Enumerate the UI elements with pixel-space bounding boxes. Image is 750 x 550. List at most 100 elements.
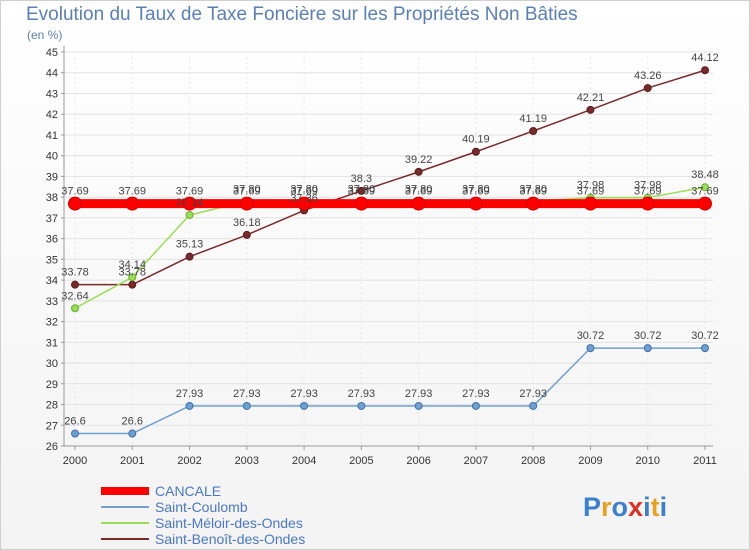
data-point — [586, 105, 595, 114]
data-label: 36.18 — [233, 217, 261, 229]
logo-letter: r — [601, 492, 612, 522]
y-tick-label: 42 — [46, 109, 58, 121]
logo-text: Proxiti — [583, 492, 667, 522]
data-label: 41.19 — [519, 113, 547, 125]
data-point — [701, 344, 709, 353]
data-point — [185, 401, 194, 410]
data-point — [414, 167, 423, 176]
y-tick-label: 45 — [46, 47, 58, 59]
data-label: 27.93 — [462, 388, 490, 400]
chart-title: Evolution du Taux de Taxe Foncière sur l… — [26, 4, 578, 25]
data-point — [357, 401, 366, 410]
data-point — [701, 183, 709, 192]
data-label: 38.3 — [351, 173, 372, 185]
logo-letter: t — [651, 492, 660, 522]
data-point — [471, 147, 480, 156]
data-label: 37.69 — [519, 186, 547, 198]
series-line — [75, 347, 705, 435]
legend-label: Saint-Coulomb — [155, 499, 248, 515]
data-label: 32.64 — [61, 290, 89, 302]
data-label: 37.69 — [405, 186, 433, 198]
legend-item: Saint-Coulomb — [101, 499, 248, 515]
y-tick-label: 26 — [46, 441, 58, 453]
data-label: 30.72 — [634, 330, 662, 342]
data-point — [71, 280, 79, 289]
data-label: 37.98 — [577, 180, 605, 192]
data-point — [242, 401, 251, 410]
data-label: 38.48 — [691, 169, 719, 181]
data-labels: 37.69 37.69 37.69 37.69 37.69 37.69 37.69 37.69… — [61, 52, 719, 427]
x-tick-label: 2002 — [177, 455, 201, 467]
data-label: 33.78 — [61, 267, 89, 279]
data-label: 37.69 — [634, 186, 662, 198]
series-group — [68, 66, 712, 438]
data-label: 26.6 — [64, 416, 85, 428]
data-label: 37.69 — [290, 186, 318, 198]
data-label: 43.26 — [634, 70, 662, 82]
data-point — [300, 401, 309, 410]
data-label: 37.14 — [176, 197, 204, 209]
logo-letter: P — [583, 492, 601, 522]
data-point — [182, 196, 197, 211]
data-label: 37.80 — [290, 183, 318, 195]
data-point — [242, 230, 251, 239]
y-tick-label: 30 — [46, 358, 58, 370]
data-label: 37.80 — [519, 183, 547, 195]
data-label: 37.69 — [462, 186, 490, 198]
data-point — [128, 429, 137, 438]
x-tick-label: 2010 — [635, 455, 659, 467]
legend-label: Saint-Benoît-des-Ondes — [155, 531, 305, 547]
legend-item: CANCALE — [101, 483, 221, 499]
data-label: 34.14 — [119, 259, 147, 271]
y-tick-label: 44 — [46, 68, 58, 80]
y-tick-label: 27 — [46, 420, 58, 432]
logo-letter: i — [643, 492, 651, 522]
data-label: 37.69 — [233, 186, 261, 198]
data-point — [354, 196, 369, 211]
data-label: 35.13 — [176, 239, 204, 251]
legend-label: Saint-Méloir-des-Ondes — [155, 515, 303, 531]
data-label: 40.19 — [462, 134, 490, 146]
data-label: 42.21 — [577, 92, 605, 104]
y-tick-label: 29 — [46, 379, 58, 391]
y-tick-label: 37 — [46, 213, 58, 225]
data-label: 37.69 — [176, 186, 204, 198]
y-tick-label: 34 — [46, 275, 58, 287]
y-tick-label: 28 — [46, 400, 58, 412]
data-label: 26.6 — [122, 416, 143, 428]
data-point — [698, 196, 712, 211]
data-point — [411, 196, 426, 211]
data-label: 37.80 — [348, 183, 376, 195]
data-point — [701, 66, 709, 75]
x-tick-label: 2004 — [292, 455, 316, 467]
data-label: 27.93 — [348, 388, 376, 400]
series-saint-coulomb — [71, 344, 709, 438]
logo-letter: i — [660, 492, 668, 522]
y-tick-label: 38 — [46, 192, 58, 204]
x-tick-label: 2005 — [349, 455, 373, 467]
logo-letter: o — [612, 492, 629, 522]
x-tick-label: 2008 — [521, 455, 545, 467]
y-tick-label: 32 — [46, 317, 58, 329]
data-label: 27.93 — [405, 388, 433, 400]
data-point — [71, 429, 79, 438]
proxiti-logo: Proxiti — [583, 492, 667, 522]
x-tick-label: 2000 — [63, 455, 87, 467]
data-label: 37.69 — [119, 186, 147, 198]
y-tick-label: 33 — [46, 296, 58, 308]
data-point — [529, 401, 538, 410]
legend-item: Saint-Méloir-des-Ondes — [101, 515, 303, 531]
y-tick-label: 41 — [46, 130, 58, 142]
data-point — [125, 196, 140, 211]
series-line — [75, 69, 706, 286]
data-label: 37.69 — [691, 186, 719, 198]
data-point — [357, 186, 366, 195]
legend-item: Saint-Benoît-des-Ondes — [101, 531, 305, 547]
data-label: 37.80 — [462, 183, 490, 195]
data-label: 30.72 — [691, 330, 719, 342]
data-label: 37.36 — [290, 192, 318, 204]
data-label: 39.22 — [405, 154, 433, 166]
data-point — [185, 252, 194, 261]
